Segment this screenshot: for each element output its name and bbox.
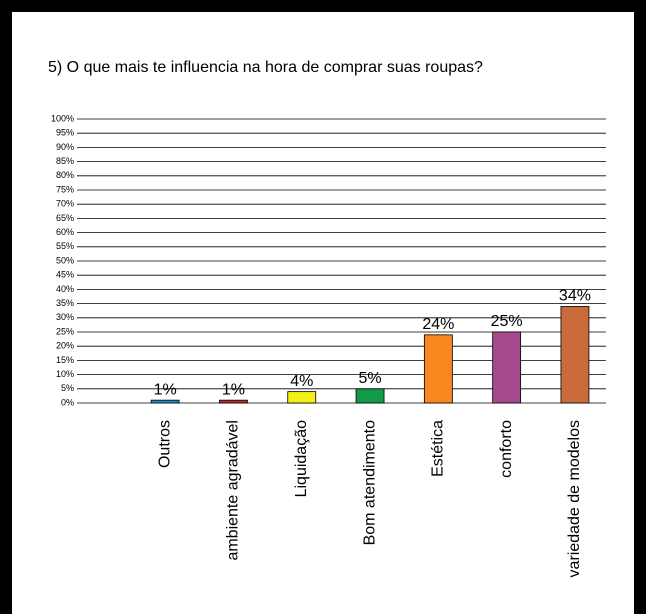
bar xyxy=(287,391,317,404)
x-tick-label: Bom atendimento xyxy=(361,420,378,546)
x-tick-label: ambiente agradável xyxy=(225,420,242,561)
value-label: 5% xyxy=(358,370,381,387)
x-tick-label: Liquidação xyxy=(293,420,310,498)
y-tick-label: 80% xyxy=(56,170,74,180)
y-tick-label: 50% xyxy=(56,255,74,265)
bar xyxy=(423,334,453,404)
chart-title: 5) O que mais te influencia na hora de c… xyxy=(48,59,483,76)
y-tick-label: 15% xyxy=(56,355,74,365)
y-tick-label: 55% xyxy=(56,241,74,251)
bar xyxy=(219,399,248,404)
bar xyxy=(150,399,180,404)
x-tick-label: Outros xyxy=(156,420,173,468)
y-tick-label: 60% xyxy=(56,227,74,237)
y-tick-label: 30% xyxy=(56,312,74,322)
y-tick-label: 35% xyxy=(56,298,74,308)
bar xyxy=(492,331,522,404)
y-tick-label: 20% xyxy=(56,341,74,351)
value-label: 24% xyxy=(422,316,454,333)
value-label: 34% xyxy=(559,288,591,305)
value-label: 4% xyxy=(290,373,313,390)
y-tick-label: 10% xyxy=(56,369,74,379)
value-label: 1% xyxy=(154,381,177,398)
bar xyxy=(355,388,385,404)
x-tick-label: conforto xyxy=(498,420,515,478)
x-tick-label: variedade de modelos xyxy=(566,420,583,577)
y-tick-label: 100% xyxy=(51,113,74,123)
value-label: 25% xyxy=(491,313,523,330)
value-label: 1% xyxy=(222,381,245,398)
y-tick-label: 5% xyxy=(61,383,74,393)
y-tick-label: 75% xyxy=(56,184,74,194)
y-tick-label: 45% xyxy=(56,270,74,280)
y-tick-label: 40% xyxy=(56,284,74,294)
y-tick-label: 25% xyxy=(56,326,74,336)
y-tick-label: 90% xyxy=(56,142,74,152)
bar xyxy=(560,306,590,404)
x-tick-label: Estética xyxy=(430,420,447,477)
y-tick-label: 0% xyxy=(61,397,74,407)
y-tick-label: 70% xyxy=(56,199,74,209)
y-tick-label: 95% xyxy=(56,128,74,138)
y-tick-label: 85% xyxy=(56,156,74,166)
y-tick-label: 65% xyxy=(56,213,74,223)
